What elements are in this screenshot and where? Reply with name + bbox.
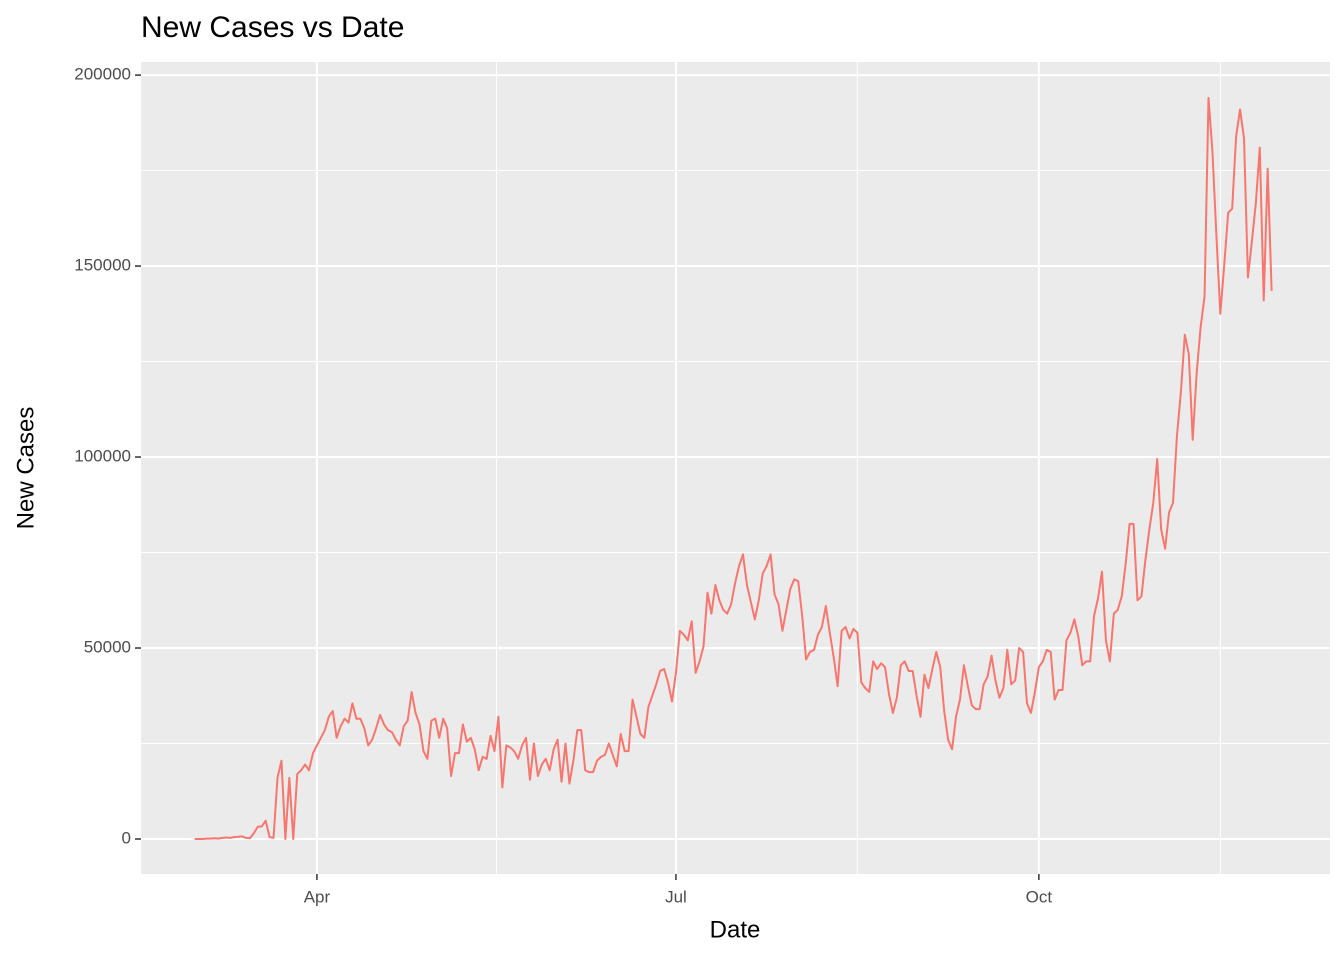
x-tick-label: Oct xyxy=(1026,887,1053,906)
y-tick-label: 100000 xyxy=(74,447,131,466)
x-tick-label: Apr xyxy=(304,887,331,906)
plot-panel xyxy=(141,62,1330,874)
data-line xyxy=(194,96,1273,841)
x-tick-label: Jul xyxy=(665,887,687,906)
chart-title: New Cases vs Date xyxy=(141,11,404,44)
y-tick-label: 150000 xyxy=(74,256,131,275)
x-axis-title: Date xyxy=(710,916,761,943)
y-tick-label: 0 xyxy=(122,828,131,847)
y-tick-label: 200000 xyxy=(74,65,131,84)
y-tick-label: 50000 xyxy=(84,638,131,657)
y-axis-title: New Cases xyxy=(12,407,39,530)
